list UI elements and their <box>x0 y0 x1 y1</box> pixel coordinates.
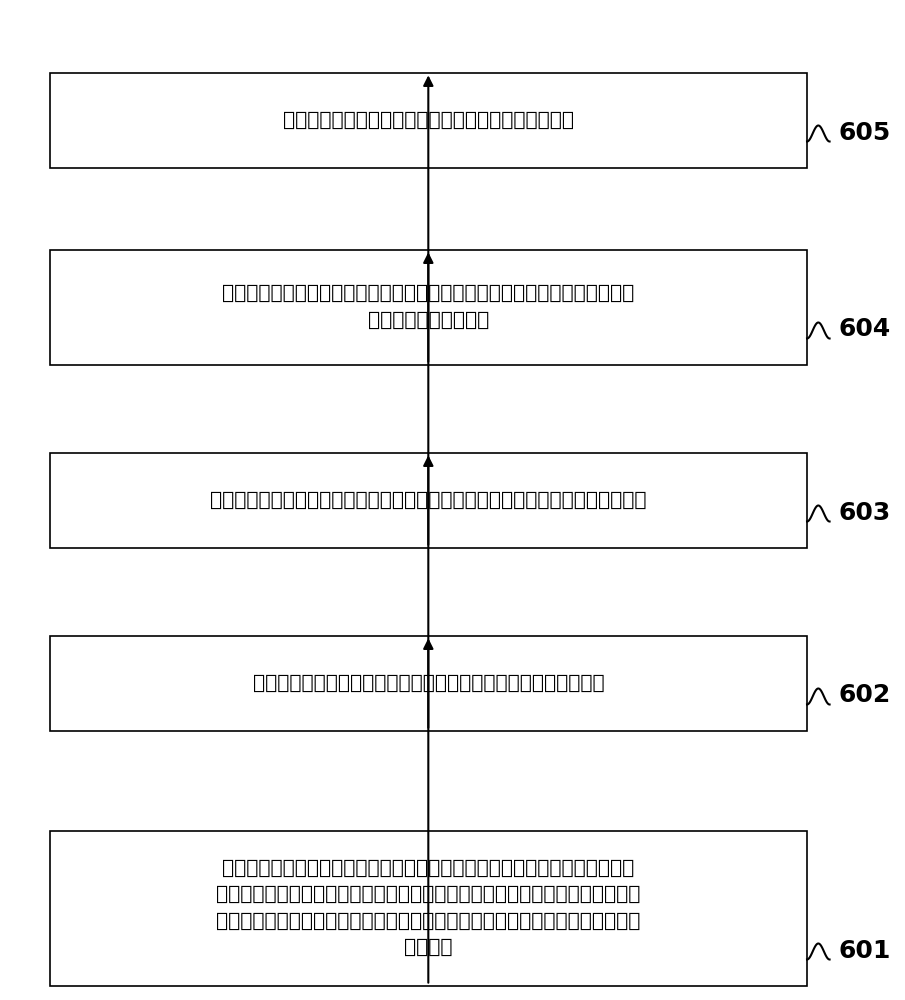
Text: 605: 605 <box>839 120 891 144</box>
Text: 提供一片在上表面形成复数预切线的基材，且藉预先烧结成型的环绕阻挡层与
对应的基板本体共同形成容置空间，并以工具钻出贯穿上表面及下表面的穿孔，
而在穿孔中形成与上: 提供一片在上表面形成复数预切线的基材，且藉预先烧结成型的环绕阻挡层与 对应的基板… <box>216 859 641 957</box>
FancyBboxPatch shape <box>50 249 807 364</box>
Text: 机械臂沿着预切线压迫基材，分离彼此连接的基板本体: 机械臂沿着预切线压迫基材，分离彼此连接的基板本体 <box>283 110 574 129</box>
FancyBboxPatch shape <box>50 452 807 548</box>
Text: 603: 603 <box>839 500 891 524</box>
Text: 601: 601 <box>839 938 891 962</box>
FancyBboxPatch shape <box>50 830 807 986</box>
Text: 602: 602 <box>839 684 891 708</box>
Text: 在每个容置空间中将保险丝本体的其中一端焊接至其中一个焊垫部: 在每个容置空间中将保险丝本体的其中一端焊接至其中一个焊垫部 <box>252 674 605 692</box>
FancyBboxPatch shape <box>50 636 807 730</box>
FancyBboxPatch shape <box>50 73 807 167</box>
Text: 在另一端焊接固定另一个焊垫部时，使连接两端的弧形部弹性弯折而远离基板本体: 在另一端焊接固定另一个焊垫部时，使连接两端的弧形部弹性弯折而远离基板本体 <box>210 490 646 510</box>
Text: 将封闭保护层的灭弧部填入每一个容置空间，填入的灭弧部会遮蔽低于灭弧部
的电负度的保险丝本体: 将封闭保护层的灭弧部填入每一个容置空间，填入的灭弧部会遮蔽低于灭弧部 的电负度的… <box>223 284 634 330</box>
Text: 604: 604 <box>839 318 891 342</box>
